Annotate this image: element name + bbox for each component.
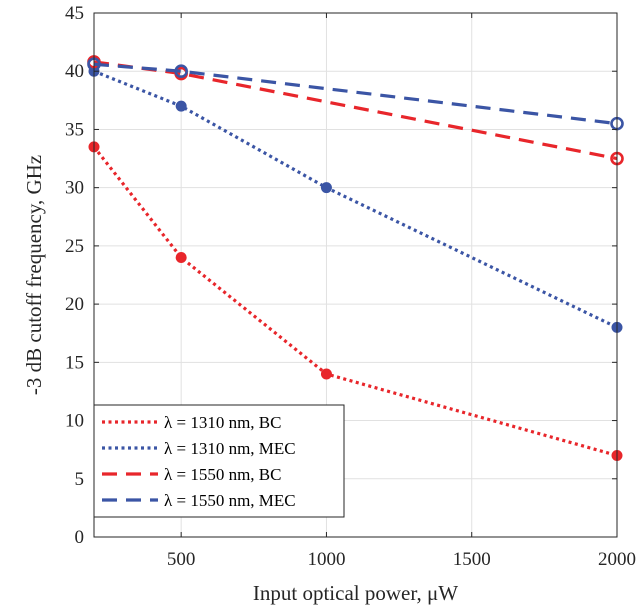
legend-box (93, 404, 345, 518)
y-axis-title: -3 dB cutoff frequency, GHz (22, 155, 46, 395)
legend-label: λ = 1310 nm, MEC (164, 439, 296, 458)
data-point (320, 182, 332, 194)
x-tick-label: 1000 (307, 549, 345, 570)
data-point (174, 64, 188, 79)
y-tick-label: 40 (65, 61, 84, 82)
y-tick-label: 0 (75, 527, 85, 548)
x-axis-title: Input optical power, μW (253, 581, 458, 605)
legend-item: λ = 1550 nm, MEC (102, 491, 296, 510)
legend-label: λ = 1550 nm, BC (164, 465, 281, 484)
y-tick-label: 20 (65, 294, 84, 315)
legend-item: λ = 1310 nm, BC (102, 413, 281, 432)
y-tick-label: 45 (65, 3, 84, 24)
y-tick-label: 15 (65, 352, 84, 373)
y-tick-label: 30 (65, 178, 84, 199)
axis-ticks: 0 5 10 15 20 25 30 35 40 45 500 1000 1500 2000 (65, 3, 636, 570)
data-point (175, 100, 187, 112)
data-point (175, 252, 187, 264)
plot-frame (93, 12, 618, 538)
legend-item: λ = 1550 nm, BC (102, 465, 281, 484)
y-tick-label: 25 (65, 236, 84, 257)
series-line (93, 69, 618, 329)
legend-item: λ = 1310 nm, MEC (102, 439, 296, 458)
legend-label: λ = 1310 nm, BC (164, 413, 281, 432)
y-tick-label: 5 (75, 469, 85, 490)
x-tick-label: 2000 (598, 549, 636, 570)
x-tick-label: 1500 (453, 549, 491, 570)
series-line (93, 62, 618, 126)
x-tick-label: 500 (167, 549, 196, 570)
y-tick-label: 10 (65, 411, 84, 432)
y-tick-label: 35 (65, 119, 84, 140)
legend-label: λ = 1550 nm, MEC (164, 491, 296, 510)
data-point (320, 368, 332, 380)
legend: λ = 1310 nm, BC λ = 1310 nm, MEC λ = 1550 … (93, 404, 345, 518)
